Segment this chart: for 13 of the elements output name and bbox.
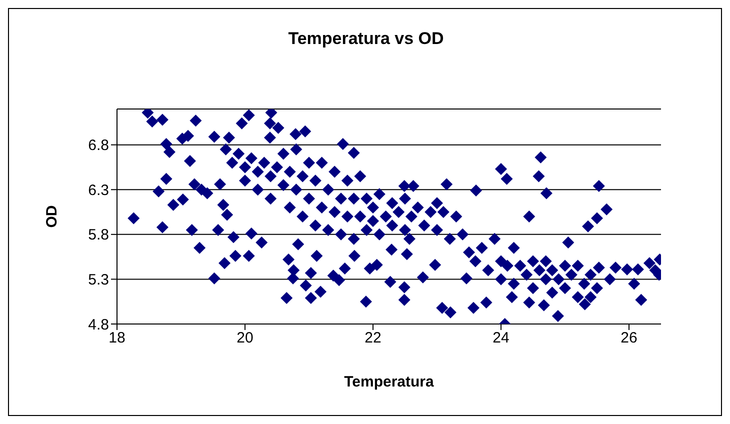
- y-axis-title: OD: [43, 205, 60, 228]
- x-tick-label: 22: [364, 330, 382, 347]
- chart-title: Temperatura vs OD: [287, 29, 445, 49]
- x-tick-label: 20: [236, 330, 254, 347]
- y-tick-label: 4.8: [88, 316, 109, 334]
- x-tick-label: 26: [620, 330, 638, 347]
- y-tick-label: 6.8: [88, 137, 109, 154]
- y-tick-label: 5.8: [88, 226, 109, 244]
- x-tick-label: 18: [108, 330, 126, 347]
- y-tick-label: 5.3: [88, 272, 109, 289]
- x-axis-title: Temperatura: [344, 374, 435, 391]
- x-tick-label: 24: [492, 330, 510, 347]
- y-tick-label: 6.3: [88, 182, 109, 199]
